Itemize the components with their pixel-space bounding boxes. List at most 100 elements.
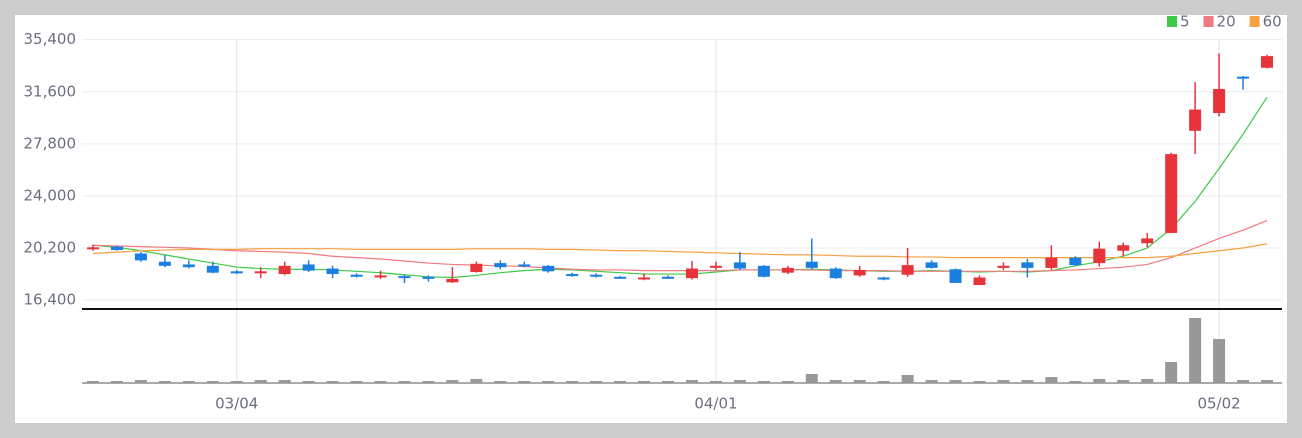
y-tick-label: 35,400	[24, 30, 77, 48]
candle-body	[805, 261, 818, 268]
x-tick-label: 03/04	[215, 395, 258, 413]
volume-bar	[110, 381, 123, 383]
candle-body	[206, 265, 219, 273]
volume-bar	[638, 381, 651, 383]
candle-body	[1117, 245, 1130, 251]
volume-bar	[757, 381, 770, 383]
volume-bar	[182, 381, 195, 383]
candle-body	[733, 262, 746, 269]
candle-body	[638, 277, 651, 280]
candle-body	[374, 275, 387, 278]
volume-bar	[1141, 379, 1154, 383]
ma-line	[92, 220, 1268, 272]
candle-body	[446, 278, 459, 283]
volume-bar	[662, 381, 675, 383]
candle-body	[757, 265, 770, 277]
candle-body	[542, 265, 555, 272]
volume-bar	[1261, 380, 1273, 383]
volume-bar	[398, 381, 411, 383]
candle-body	[110, 246, 123, 251]
candle-body	[685, 268, 698, 279]
volume-bar	[566, 381, 579, 383]
candle-body	[1237, 76, 1250, 79]
volume-bar	[206, 381, 219, 383]
volume-bar	[901, 375, 914, 383]
volume-bar	[1021, 380, 1034, 383]
volume-bar	[446, 380, 459, 383]
x-tick-label: 04/01	[694, 395, 737, 413]
candle-body	[278, 265, 291, 275]
volume-bar	[494, 381, 507, 383]
volume-bar	[518, 381, 531, 383]
y-tick-label: 16,400	[24, 291, 77, 309]
volume-bar	[853, 380, 866, 383]
candle-body	[614, 276, 627, 279]
candle-body	[1069, 257, 1082, 266]
volume-bar	[470, 379, 483, 383]
volume-bar	[805, 374, 818, 383]
volume-bar	[1069, 381, 1082, 383]
volume-bar	[733, 380, 746, 383]
x-tick-label: 05/02	[1197, 395, 1240, 413]
volume-bar	[326, 381, 339, 383]
volume-bar	[925, 380, 938, 383]
volume-bar	[1189, 318, 1202, 383]
ma-line	[92, 243, 1268, 259]
volume-bar	[1045, 377, 1058, 383]
volume-bar	[158, 381, 171, 383]
volume-bar	[87, 381, 99, 383]
legend-label: 5	[1180, 13, 1190, 31]
volume-bar	[590, 381, 603, 383]
candle-body	[709, 265, 722, 268]
volume-bar	[134, 380, 147, 383]
candle-body	[1261, 56, 1273, 68]
volume-bar	[949, 380, 962, 383]
volume-bar	[374, 381, 387, 383]
candle-body	[1165, 154, 1178, 233]
candle-body	[134, 253, 147, 261]
candle-body	[494, 263, 507, 268]
candle-body	[1189, 109, 1202, 131]
volume-bar	[781, 381, 794, 383]
y-tick-label: 20,200	[24, 239, 77, 257]
candle-body	[853, 269, 866, 276]
candle-body	[350, 274, 363, 277]
legend-swatch	[1167, 16, 1177, 27]
candle-body	[182, 264, 195, 268]
legend-label: 20	[1217, 13, 1236, 31]
candle-body	[422, 276, 435, 279]
volume-bar	[350, 381, 363, 383]
volume-bar	[973, 381, 986, 383]
candle-body	[1213, 89, 1226, 113]
volume-bar	[1165, 362, 1178, 383]
candle-body	[877, 277, 890, 280]
candle-body	[1141, 238, 1154, 244]
candle-body	[87, 247, 99, 250]
candle-body	[1045, 257, 1058, 268]
candle-body	[1021, 262, 1034, 268]
volume-bar	[542, 381, 555, 383]
volume-bar	[1117, 380, 1130, 383]
volume-bar	[230, 381, 243, 383]
candle-body	[158, 261, 171, 266]
y-tick-label: 24,000	[24, 186, 77, 204]
candle-body	[518, 264, 531, 267]
volume-bar	[422, 381, 435, 383]
volume-bar	[254, 380, 267, 383]
volume-bar	[997, 380, 1010, 383]
candle-body	[973, 277, 986, 286]
volume-bar	[1093, 379, 1106, 383]
volume-bar	[614, 381, 627, 383]
candle-body	[829, 268, 842, 279]
candle-body	[901, 265, 914, 275]
y-tick-label: 27,800	[24, 134, 77, 152]
candle-body	[302, 264, 315, 271]
candle-body	[398, 276, 411, 279]
volume-bar	[829, 380, 842, 383]
volume-bar	[877, 381, 890, 383]
candle-body	[590, 274, 603, 277]
legend-label: 60	[1263, 13, 1282, 31]
legend-swatch	[1203, 16, 1214, 27]
candle-body	[230, 271, 243, 274]
